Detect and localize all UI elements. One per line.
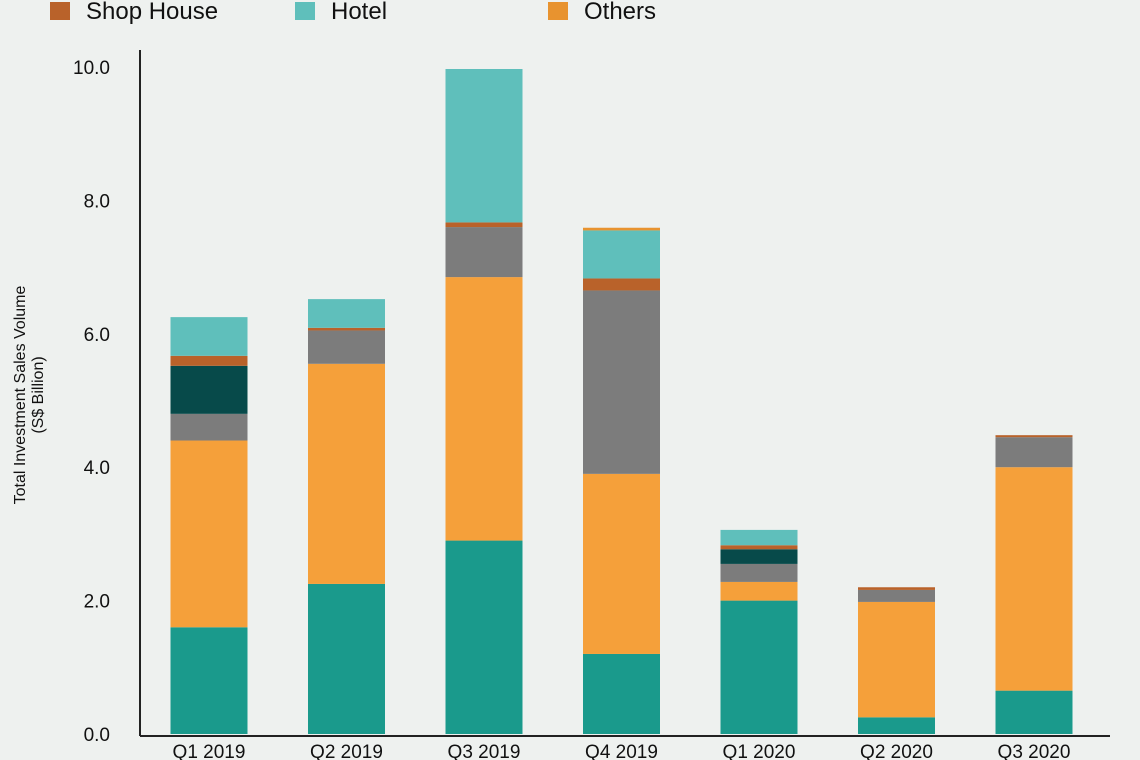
y-tick-label: 0.0 [84, 725, 110, 746]
bar-segment-teal [858, 717, 935, 734]
y-tick-label: 6.0 [84, 325, 110, 346]
bar-segment-orange [858, 601, 935, 718]
y-axis-unit: (S$ Billion) [30, 356, 47, 433]
x-axis: Q1 2019 Q2 2019 Q3 2019 Q4 2019 Q1 2020 Q2 20… [173, 742, 1071, 760]
y-tick-label: 8.0 [84, 191, 110, 212]
legend-item: Others [548, 0, 656, 25]
bar-segment-orange [308, 363, 385, 584]
bar-segment-hotel [720, 529, 798, 546]
x-tick-label: Q1 2020 [723, 742, 796, 760]
y-tick-label: 2.0 [84, 592, 110, 613]
bar-segment-gray [720, 563, 798, 582]
y-tick-label: 10.0 [73, 58, 110, 79]
bar-segment-dark [170, 365, 248, 414]
bar-segment-orange [583, 473, 660, 654]
bar-segment-teal [308, 583, 385, 734]
bar-segment-shop-house [720, 545, 798, 550]
bar-segment-hotel [445, 69, 523, 223]
bar-segment-gray [858, 589, 935, 602]
bar-segment-shop-house [170, 355, 248, 366]
bar-segment-orange [445, 277, 523, 541]
legend-swatch [50, 2, 70, 20]
y-axis-title: Total Investment Sales Volume [12, 286, 29, 505]
bar-segment-shop-house [445, 222, 523, 228]
x-tick-label: Q1 2019 [173, 742, 246, 760]
x-tick-label: Q3 2019 [448, 742, 521, 760]
legend-swatch [548, 2, 568, 20]
bar-segment-gray [308, 330, 385, 364]
bar-segment-teal [445, 540, 523, 734]
bar-segment-shop-house [858, 587, 935, 590]
bar-segment-shop-house [583, 278, 660, 291]
bar-segment-orange [995, 467, 1073, 691]
legend-label: Shop House [86, 0, 218, 25]
legend-item: Hotel [295, 0, 387, 25]
bar-segment-teal [720, 600, 798, 734]
bar-segment-top-cap [583, 227, 660, 231]
legend-label: Others [584, 0, 656, 25]
bar-segment-shop-house [995, 435, 1073, 438]
bar-segment-orange [170, 440, 248, 628]
x-tick-label: Q2 2020 [860, 742, 933, 760]
bar-segment-orange [720, 581, 798, 601]
bar-segment-teal [170, 627, 248, 734]
y-axis: 0.0 2.0 4.0 6.0 8.0 10.0 [73, 50, 141, 746]
legend-swatch [295, 2, 315, 20]
x-tick-label: Q3 2020 [998, 742, 1071, 760]
legend: Shop House Hotel Others [50, 0, 656, 25]
bar-segment-teal [995, 690, 1073, 734]
bar-segment-shop-house [308, 327, 385, 331]
bar-segment-hotel [308, 299, 385, 328]
x-tick-label: Q4 2019 [585, 742, 658, 760]
bar-segment-teal [583, 653, 660, 734]
bar-segment-hotel [583, 230, 660, 279]
bar-segment-dark [720, 549, 798, 564]
bar-segment-gray [995, 437, 1073, 468]
y-tick-label: 4.0 [84, 458, 110, 479]
legend-label: Hotel [331, 0, 387, 25]
x-tick-label: Q2 2019 [310, 742, 383, 760]
bar-segment-gray [583, 290, 660, 474]
bar-segment-hotel [170, 317, 248, 356]
bars [170, 69, 1073, 734]
bar-segment-gray [170, 413, 248, 441]
bar-segment-gray [445, 227, 523, 278]
legend-item: Shop House [50, 0, 218, 25]
